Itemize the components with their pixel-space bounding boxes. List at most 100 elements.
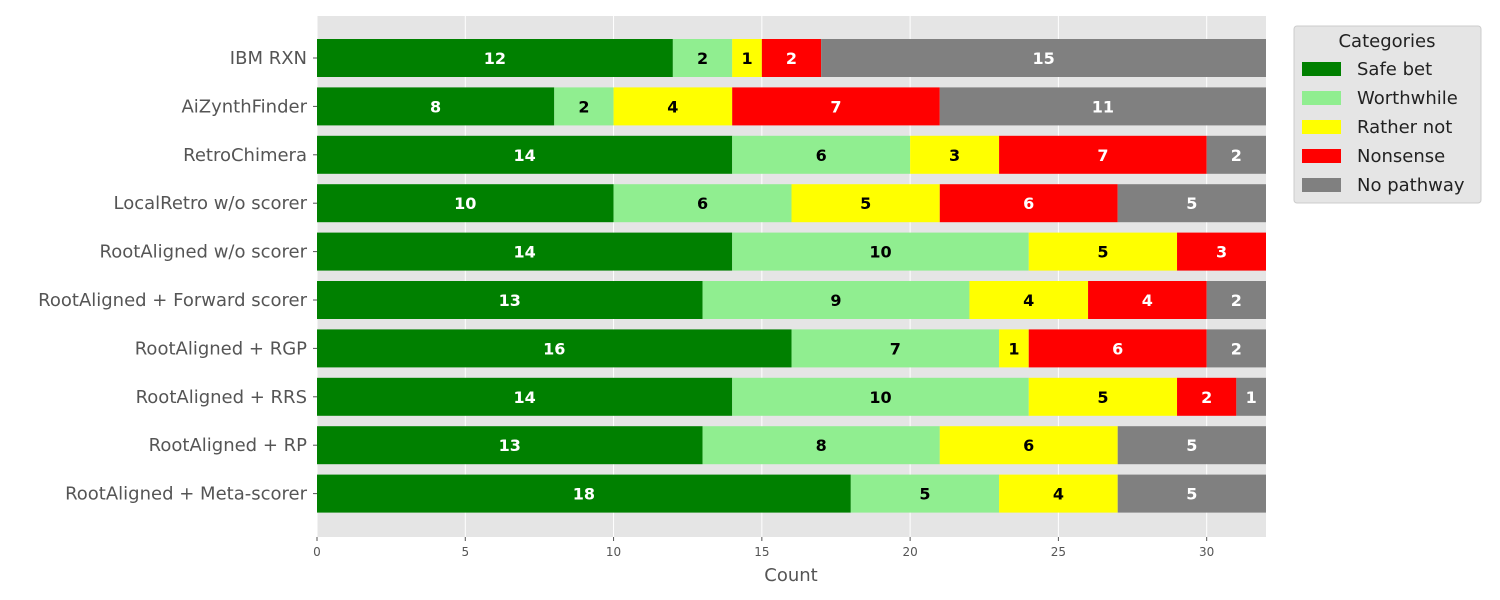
legend-items: Safe bet Worthwhile Rather not Nonsense No p…: [1302, 59, 1465, 196]
bar-segment-no-pathway: [939, 87, 1266, 126]
x-axis-label: Count: [764, 565, 817, 586]
x-tick-label: 5: [461, 545, 469, 559]
bar-segment-worthwhile: [702, 281, 970, 319]
bar-segment-worthwhile: [791, 329, 1000, 368]
bar-segment-nonsense: [732, 87, 940, 126]
bar-segment-no-pathway: [821, 39, 1266, 77]
bar-segment-worthwhile: [732, 377, 1029, 416]
bar-segment-rather-not: [1028, 232, 1178, 271]
bar-value-label: 8: [430, 97, 441, 116]
bar-segment-rather-not: [613, 87, 733, 126]
bar-segment-safe-bet: [317, 135, 733, 174]
category-label: RootAligned + Forward scorer: [38, 290, 307, 311]
bar-segment-safe-bet: [317, 87, 555, 126]
bar-segment-nonsense: [761, 39, 822, 77]
bar-value-label: 10: [454, 194, 476, 213]
x-tick-label: 10: [606, 545, 621, 559]
bar-segment-no-pathway: [1117, 474, 1266, 513]
legend-swatch-worthwhile: [1302, 91, 1341, 105]
bar-value-label: 7: [1097, 146, 1108, 165]
bar-row-rootaligned-rgp: 16 7 1 6 2: [317, 329, 1266, 368]
category-label: RootAligned + Meta-scorer: [65, 484, 308, 505]
bar-value-label: 1: [741, 49, 752, 68]
bar-value-label: 3: [1216, 243, 1227, 262]
bar-value-label: 5: [1097, 388, 1108, 407]
bar-value-label: 8: [816, 436, 827, 455]
bar-segment-no-pathway: [1206, 329, 1266, 368]
bar-value-label: 16: [543, 339, 565, 358]
x-ticks: 0 5 10 15 20 25 30: [313, 537, 1214, 559]
bar-value-label: 6: [1112, 339, 1123, 358]
legend-swatch-safe-bet: [1302, 62, 1341, 76]
bar-value-label: 5: [1186, 194, 1197, 213]
category-label: RetroChimera: [183, 145, 307, 166]
bar-segment-worthwhile: [732, 232, 1029, 271]
bar-value-label: 5: [919, 485, 930, 504]
bar-segment-worthwhile: [702, 426, 940, 465]
legend-title: Categories: [1338, 31, 1435, 52]
bar-segment-no-pathway: [1206, 281, 1266, 319]
bar-segment-safe-bet: [317, 184, 614, 223]
bar-value-label: 14: [513, 388, 535, 407]
x-tick-label: 30: [1199, 545, 1214, 559]
bar-row-rootaligned-rrs: 14 10 5 2 1: [317, 377, 1266, 416]
category-label: IBM RXN: [230, 48, 307, 69]
bar-segment-rather-not: [910, 135, 1000, 174]
bar-value-label: 5: [1186, 485, 1197, 504]
legend-label-nonsense: Nonsense: [1357, 146, 1445, 167]
bar-value-label: 2: [786, 49, 797, 68]
bar-segment-no-pathway: [1117, 426, 1266, 465]
bar-segment-safe-bet: [317, 232, 733, 271]
legend-swatch-no-pathway: [1302, 178, 1341, 192]
bar-value-label: 13: [499, 436, 521, 455]
x-tick-label: 20: [902, 545, 917, 559]
bar-value-label: 7: [890, 339, 901, 358]
bar-value-label: 10: [869, 388, 891, 407]
bar-segment-nonsense: [1177, 232, 1266, 271]
bar-row-rootaligned-forward-scorer: 13 9 4 4 2: [317, 281, 1266, 319]
category-label: RootAligned + RGP: [135, 338, 307, 359]
bar-value-label: 1: [1008, 339, 1019, 358]
bar-segment-nonsense: [999, 135, 1207, 174]
bar-segment-worthwhile: [850, 474, 1000, 513]
bar-segment-safe-bet: [317, 426, 703, 465]
legend-label-no-pathway: No pathway: [1357, 175, 1465, 196]
bar-segment-worthwhile: [554, 87, 614, 126]
category-label: RootAligned w/o scorer: [100, 242, 308, 263]
bar-segment-safe-bet: [317, 377, 733, 416]
bar-value-label: 11: [1092, 97, 1114, 116]
bar-value-label: 6: [816, 146, 827, 165]
bar-value-label: 6: [1023, 194, 1034, 213]
bar-value-label: 13: [499, 291, 521, 310]
bar-row-rootaligned-w-o-scorer: 14 10 5 3: [317, 232, 1266, 271]
bar-value-label: 4: [1142, 291, 1153, 310]
x-tick-label: 25: [1051, 545, 1066, 559]
bar-segment-rather-not: [1028, 377, 1178, 416]
legend-label-safe-bet: Safe bet: [1357, 59, 1432, 80]
bar-value-label: 7: [830, 97, 841, 116]
bar-segment-nonsense: [1177, 377, 1237, 416]
bar-row-localretro-w-o-scorer: 10 6 5 6 5: [317, 184, 1266, 223]
category-label: RootAligned + RP: [149, 435, 307, 456]
bar-segment-safe-bet: [317, 39, 673, 77]
bar-segment-worthwhile: [613, 184, 792, 223]
category-label: RootAligned + RRS: [136, 387, 307, 408]
bar-segment-nonsense: [939, 184, 1118, 223]
bar-value-label: 2: [1231, 291, 1242, 310]
bar-segment-no-pathway: [1117, 184, 1266, 223]
bar-segment-nonsense: [1028, 329, 1207, 368]
bar-value-label: 14: [513, 243, 535, 262]
bar-value-label: 12: [484, 49, 506, 68]
category-label: LocalRetro w/o scorer: [113, 193, 307, 214]
bar-value-label: 9: [830, 291, 841, 310]
bar-value-label: 5: [1186, 436, 1197, 455]
bar-value-label: 2: [1201, 388, 1212, 407]
bar-row-ibm-rxn: 12 2 1 2 15: [317, 39, 1266, 77]
bar-value-label: 2: [1231, 339, 1242, 358]
bar-value-label: 18: [573, 485, 595, 504]
bar-value-label: 4: [1023, 291, 1034, 310]
bar-segment-rather-not: [939, 426, 1118, 465]
bar-segment-rather-not: [969, 281, 1089, 319]
bar-value-label: 5: [1097, 243, 1108, 262]
